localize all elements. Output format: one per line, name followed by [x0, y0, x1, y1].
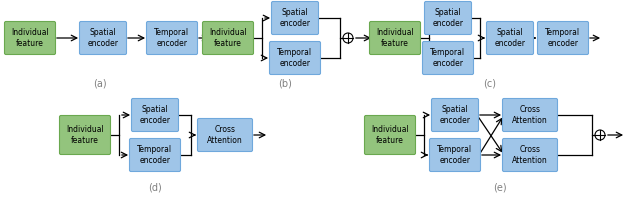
FancyBboxPatch shape	[4, 22, 56, 54]
FancyBboxPatch shape	[486, 22, 534, 54]
FancyBboxPatch shape	[502, 138, 557, 171]
Text: Cross
Attention: Cross Attention	[207, 125, 243, 145]
FancyBboxPatch shape	[429, 138, 481, 171]
FancyBboxPatch shape	[431, 98, 479, 131]
FancyBboxPatch shape	[502, 98, 557, 131]
FancyBboxPatch shape	[198, 118, 253, 151]
FancyBboxPatch shape	[369, 22, 420, 54]
Text: Spatial
encoder: Spatial encoder	[140, 105, 170, 125]
Text: Individual
feature: Individual feature	[66, 125, 104, 145]
Text: Temporal
encoder: Temporal encoder	[431, 48, 465, 68]
Text: Individual
feature: Individual feature	[11, 28, 49, 48]
FancyBboxPatch shape	[202, 22, 253, 54]
Text: Temporal
encoder: Temporal encoder	[545, 28, 580, 48]
FancyBboxPatch shape	[129, 138, 180, 171]
FancyBboxPatch shape	[422, 42, 474, 74]
FancyBboxPatch shape	[271, 2, 319, 34]
Text: Spatial
encoder: Spatial encoder	[495, 28, 525, 48]
FancyBboxPatch shape	[538, 22, 589, 54]
FancyBboxPatch shape	[365, 115, 415, 154]
FancyBboxPatch shape	[424, 2, 472, 34]
Text: Spatial
encoder: Spatial encoder	[440, 105, 470, 125]
FancyBboxPatch shape	[79, 22, 127, 54]
Text: Spatial
encoder: Spatial encoder	[433, 8, 463, 28]
Text: Cross
Attention: Cross Attention	[512, 105, 548, 125]
Text: Temporal
encoder: Temporal encoder	[437, 145, 472, 165]
FancyBboxPatch shape	[60, 115, 111, 154]
Text: Spatial
encoder: Spatial encoder	[280, 8, 310, 28]
FancyBboxPatch shape	[269, 42, 321, 74]
Text: Temporal
encoder: Temporal encoder	[138, 145, 173, 165]
Text: (a): (a)	[93, 78, 107, 88]
Text: Individual
feature: Individual feature	[371, 125, 409, 145]
Text: Temporal
encoder: Temporal encoder	[154, 28, 189, 48]
FancyBboxPatch shape	[147, 22, 198, 54]
Text: (e): (e)	[493, 183, 507, 193]
Text: Individual
feature: Individual feature	[209, 28, 247, 48]
Text: Temporal
encoder: Temporal encoder	[277, 48, 312, 68]
Text: (c): (c)	[483, 78, 497, 88]
Text: Spatial
encoder: Spatial encoder	[88, 28, 118, 48]
Text: Individual
feature: Individual feature	[376, 28, 414, 48]
FancyBboxPatch shape	[131, 98, 179, 131]
Text: (d): (d)	[148, 183, 162, 193]
Text: (b): (b)	[278, 78, 292, 88]
Text: Cross
Attention: Cross Attention	[512, 145, 548, 165]
